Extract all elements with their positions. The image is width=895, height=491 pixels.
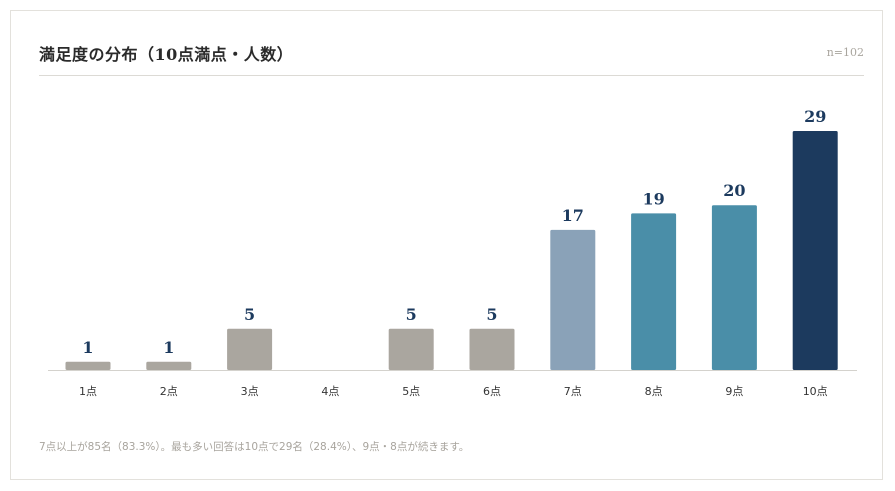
value-label-9: 20 xyxy=(723,181,745,200)
bar-10 xyxy=(792,131,838,370)
value-label-7: 17 xyxy=(562,206,584,225)
x-tick-label-4: 4点 xyxy=(321,385,339,398)
x-tick-label-3: 3点 xyxy=(241,385,259,398)
x-tick-label-5: 5点 xyxy=(402,385,420,398)
value-label-3: 5 xyxy=(244,305,255,324)
x-tick-label-7: 7点 xyxy=(564,385,582,398)
value-label-6: 5 xyxy=(486,305,497,324)
bar-9 xyxy=(711,205,757,370)
sample-count: n=102 xyxy=(826,46,864,59)
bar-6 xyxy=(469,328,515,370)
bar-chart: 1 1点 1 2点 5 3点 4点 5 5点 5 6点 17 7点 19 8点 20 9点 29 10点 xyxy=(48,107,857,398)
value-label-10: 29 xyxy=(804,107,826,126)
value-label-8: 19 xyxy=(642,189,664,208)
x-tick-label-8: 8点 xyxy=(645,385,663,398)
chart-card: 満足度の分布（10点満点・人数） n=102 1 1点 1 2点 5 3点 4点 5 5点 5 6点… xyxy=(10,10,883,480)
bar-3 xyxy=(227,328,273,370)
x-tick-label-1: 1点 xyxy=(79,385,97,398)
header-divider xyxy=(39,75,864,76)
x-tick-label-6: 6点 xyxy=(483,385,501,398)
value-label-2: 1 xyxy=(163,338,174,357)
bar-8 xyxy=(631,213,677,370)
bar-7 xyxy=(550,229,596,370)
x-tick-label-9: 9点 xyxy=(725,385,743,398)
bar-1 xyxy=(65,361,111,370)
chart-title: 満足度の分布（10点満点・人数） xyxy=(39,45,294,64)
value-label-5: 5 xyxy=(406,305,417,324)
bar-5 xyxy=(388,328,434,370)
value-label-1: 1 xyxy=(82,338,93,357)
x-tick-label-2: 2点 xyxy=(160,385,178,398)
bar-2 xyxy=(146,361,192,370)
x-tick-label-10: 10点 xyxy=(803,385,828,398)
summary-note: 7点以上が85名（83.3%）。最も多い回答は10点で29名（28.4%）、9点… xyxy=(39,441,470,453)
